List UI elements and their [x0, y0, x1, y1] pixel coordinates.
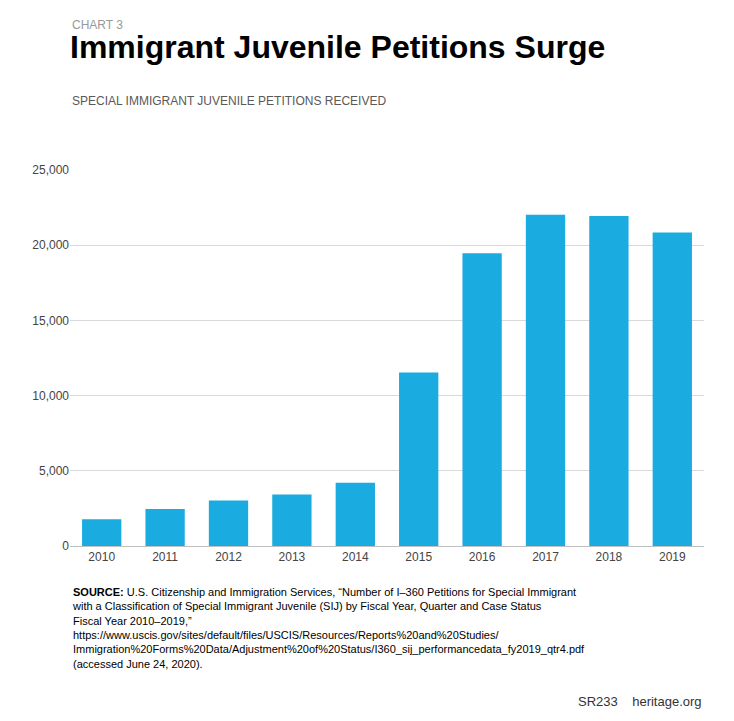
- svg-text:Immigrant Juvenile Petitions S: Immigrant Juvenile Petitions Surge: [70, 29, 605, 65]
- svg-text:2010: 2010: [88, 550, 115, 564]
- svg-text:SOURCE: U.S. Citizenship and I: SOURCE: U.S. Citizenship and Immigration…: [72, 586, 585, 670]
- svg-text:10,000: 10,000: [32, 389, 69, 403]
- svg-text:SPECIAL IMMIGRANT JUVENILE PET: SPECIAL IMMIGRANT JUVENILE PETITIONS REC…: [72, 94, 386, 108]
- svg-text:20,000: 20,000: [32, 238, 69, 252]
- svg-text:25,000: 25,000: [32, 163, 69, 177]
- svg-text:CHART 3: CHART 3: [72, 18, 123, 32]
- svg-text:5,000: 5,000: [39, 464, 69, 478]
- svg-text:2015: 2015: [405, 550, 432, 564]
- svg-text:15,000: 15,000: [32, 314, 69, 328]
- svg-text:2016: 2016: [469, 550, 496, 564]
- svg-text:2018: 2018: [596, 550, 623, 564]
- svg-text:2019: 2019: [659, 550, 686, 564]
- svg-text:2012: 2012: [215, 550, 242, 564]
- svg-text:2014: 2014: [342, 550, 369, 564]
- svg-text:0: 0: [62, 539, 69, 553]
- svg-text:2017: 2017: [532, 550, 559, 564]
- svg-text:2011: 2011: [152, 550, 178, 564]
- svg-text:SR233 heritage.org: SR233 heritage.org: [578, 694, 702, 709]
- svg-text:2013: 2013: [279, 550, 306, 564]
